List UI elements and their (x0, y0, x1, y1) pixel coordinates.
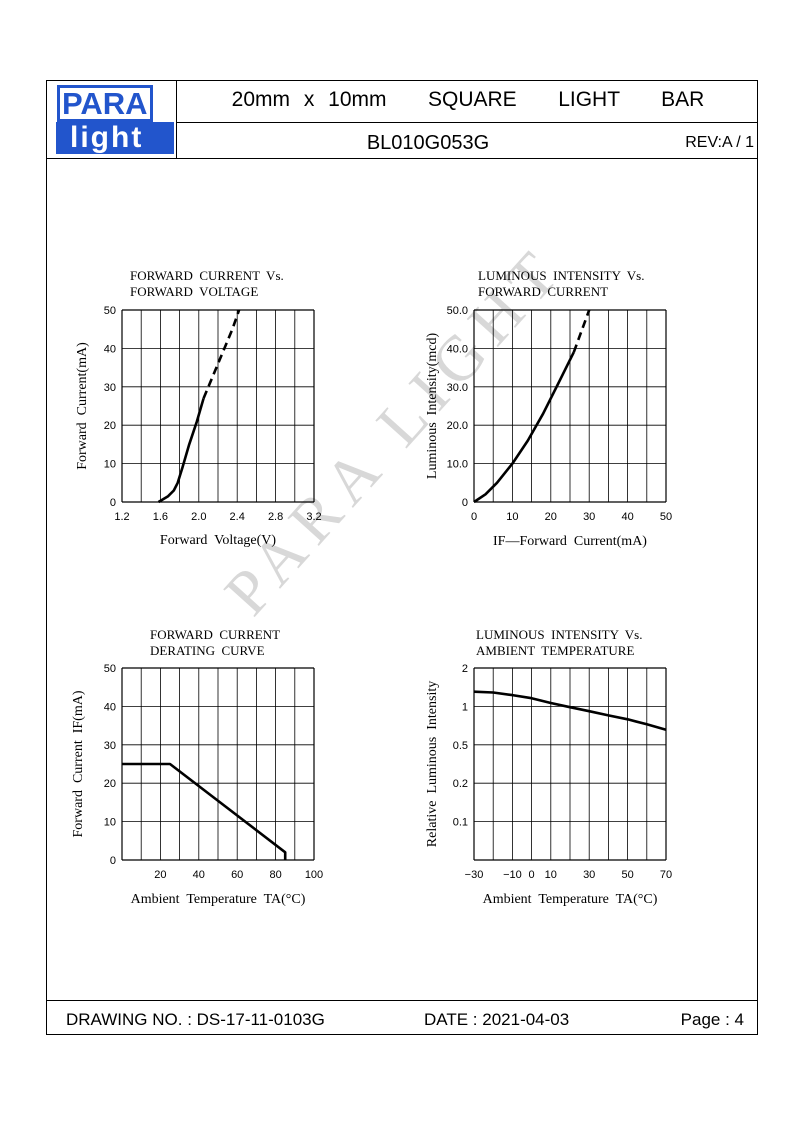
chart1-x-tick-label: 3.2 (306, 511, 321, 523)
chart1-y-axis-label: Forward Current(mA) (75, 342, 90, 470)
chart4-y-tick-label: 0.1 (453, 817, 468, 829)
chart2-y-tick-label: 0 (462, 497, 468, 509)
chart1-x-axis-label: Forward Voltage(V) (160, 533, 276, 548)
chart1-x-tick-label: 2.0 (191, 511, 206, 523)
chart4-y-tick-label: 0.2 (453, 778, 468, 790)
chart2-series-2-dashed (572, 309, 591, 353)
chart3-x-axis-label: Ambient Temperature TA(°C) (131, 892, 306, 907)
chart1-x-tick-label: 1.6 (153, 511, 168, 523)
logo-divider (176, 80, 178, 158)
chart2-title-line: LUMINOUS INTENSITY Vs. (478, 268, 644, 283)
chart1-y-tick-label: 20 (104, 420, 116, 432)
chart4-y-tick-label: 2 (462, 663, 468, 675)
chart4-x-tick-label: −30 (465, 869, 484, 881)
document-title: 20mm x 10mm SQUARE LIGHT BAR (231, 88, 705, 111)
chart2-y-tick-label: 40.0 (447, 343, 468, 355)
chart4-title-line: LUMINOUS INTENSITY Vs. (476, 627, 642, 642)
chart2-x-tick-label: 0 (471, 511, 477, 523)
chart2-x-tick-label: 10 (506, 511, 518, 523)
logo-top-text: PARA (57, 84, 153, 122)
chart3-title-line: DERATING CURVE (150, 643, 265, 658)
chart1-x-tick-label: 1.2 (114, 511, 129, 523)
header-divider (176, 122, 758, 124)
chart1-series-2-dashed (202, 309, 241, 399)
logo-bottom-text: light (70, 121, 144, 154)
footer-top-border (46, 1000, 758, 1002)
chart3-x-tick-label: 80 (269, 869, 281, 881)
chart3-y-tick-label: 20 (104, 778, 116, 790)
chart3-y-tick-label: 10 (104, 817, 116, 829)
chart3-series-1-solid (122, 762, 287, 860)
chart1-title-line: FORWARD VOLTAGE (130, 284, 258, 299)
chart3-y-tick-label: 40 (104, 701, 116, 713)
company-logo: PARA light (56, 84, 174, 156)
chart2-x-tick-label: 30 (583, 511, 595, 523)
part-number: BL010G053G (366, 132, 490, 154)
chart1-x-tick-label: 2.8 (268, 511, 283, 523)
chart3-y-tick-label: 50 (104, 663, 116, 675)
document-frame (46, 80, 758, 1035)
chart1-y-tick-label: 40 (104, 343, 116, 355)
chart2-x-tick-label: 20 (545, 511, 557, 523)
chart1-series-1-solid (157, 397, 205, 504)
chart4-title-line: AMBIENT TEMPERATURE (476, 643, 634, 658)
chart3-x-tick-label: 60 (231, 869, 243, 881)
chart2-y-tick-label: 10.0 (447, 459, 468, 471)
chart3-y-axis-label: Forward Current IF(mA) (71, 690, 86, 837)
chart2-x-tick-label: 50 (660, 511, 672, 523)
chart3-x-tick-label: 100 (305, 869, 323, 881)
chart4-y-axis-label: Relative Luminous Intensity (425, 681, 440, 847)
chart4-x-tick-label: 50 (621, 869, 633, 881)
chart2-x-axis-label: IF—Forward Current(mA) (493, 534, 647, 549)
chart1-y-tick-label: 0 (110, 497, 116, 509)
chart1-y-tick-label: 50 (104, 305, 116, 317)
chart3-title-line: FORWARD CURRENT (150, 627, 280, 642)
chart1-y-tick-label: 10 (104, 459, 116, 471)
chart1-y-tick-label: 30 (104, 382, 116, 394)
chart1-title-line: FORWARD CURRENT Vs. (130, 268, 284, 283)
header-bottom-border (46, 158, 758, 160)
chart3-y-tick-label: 0 (110, 855, 116, 867)
page-number: Page : 4 (680, 1010, 744, 1029)
chart2-x-tick-label: 40 (621, 511, 633, 523)
drawing-number: DRAWING NO. : DS-17-11-0103G (66, 1010, 325, 1029)
chart2-y-tick-label: 20.0 (447, 420, 468, 432)
chart2-title-line: FORWARD CURRENT (478, 284, 608, 299)
chart3-x-tick-label: 40 (193, 869, 205, 881)
chart2-y-tick-label: 30.0 (447, 382, 468, 394)
chart4-x-tick-label: 10 (545, 869, 557, 881)
chart4-x-tick-label: −10 (503, 869, 522, 881)
chart4-series-1-solid (473, 690, 667, 731)
chart2-y-tick-label: 50.0 (447, 305, 468, 317)
chart3-y-tick-label: 30 (104, 740, 116, 752)
chart4-y-tick-label: 1 (462, 701, 468, 713)
chart1-x-tick-label: 2.4 (230, 511, 245, 523)
document-date: DATE : 2021-04-03 (424, 1010, 570, 1029)
chart4-x-axis-label: Ambient Temperature TA(°C) (483, 892, 658, 907)
chart4-x-tick-label: 70 (660, 869, 672, 881)
chart3-x-tick-label: 20 (154, 869, 166, 881)
chart4-x-tick-label: 0 (529, 869, 535, 881)
chart2-series-1-solid (473, 351, 575, 504)
chart2-y-axis-label: Luminous Intensity(mcd) (425, 333, 440, 480)
chart4-x-tick-label: 30 (583, 869, 595, 881)
chart4-y-tick-label: 0.5 (453, 740, 468, 752)
revision: REV:A / 1 (685, 134, 754, 151)
